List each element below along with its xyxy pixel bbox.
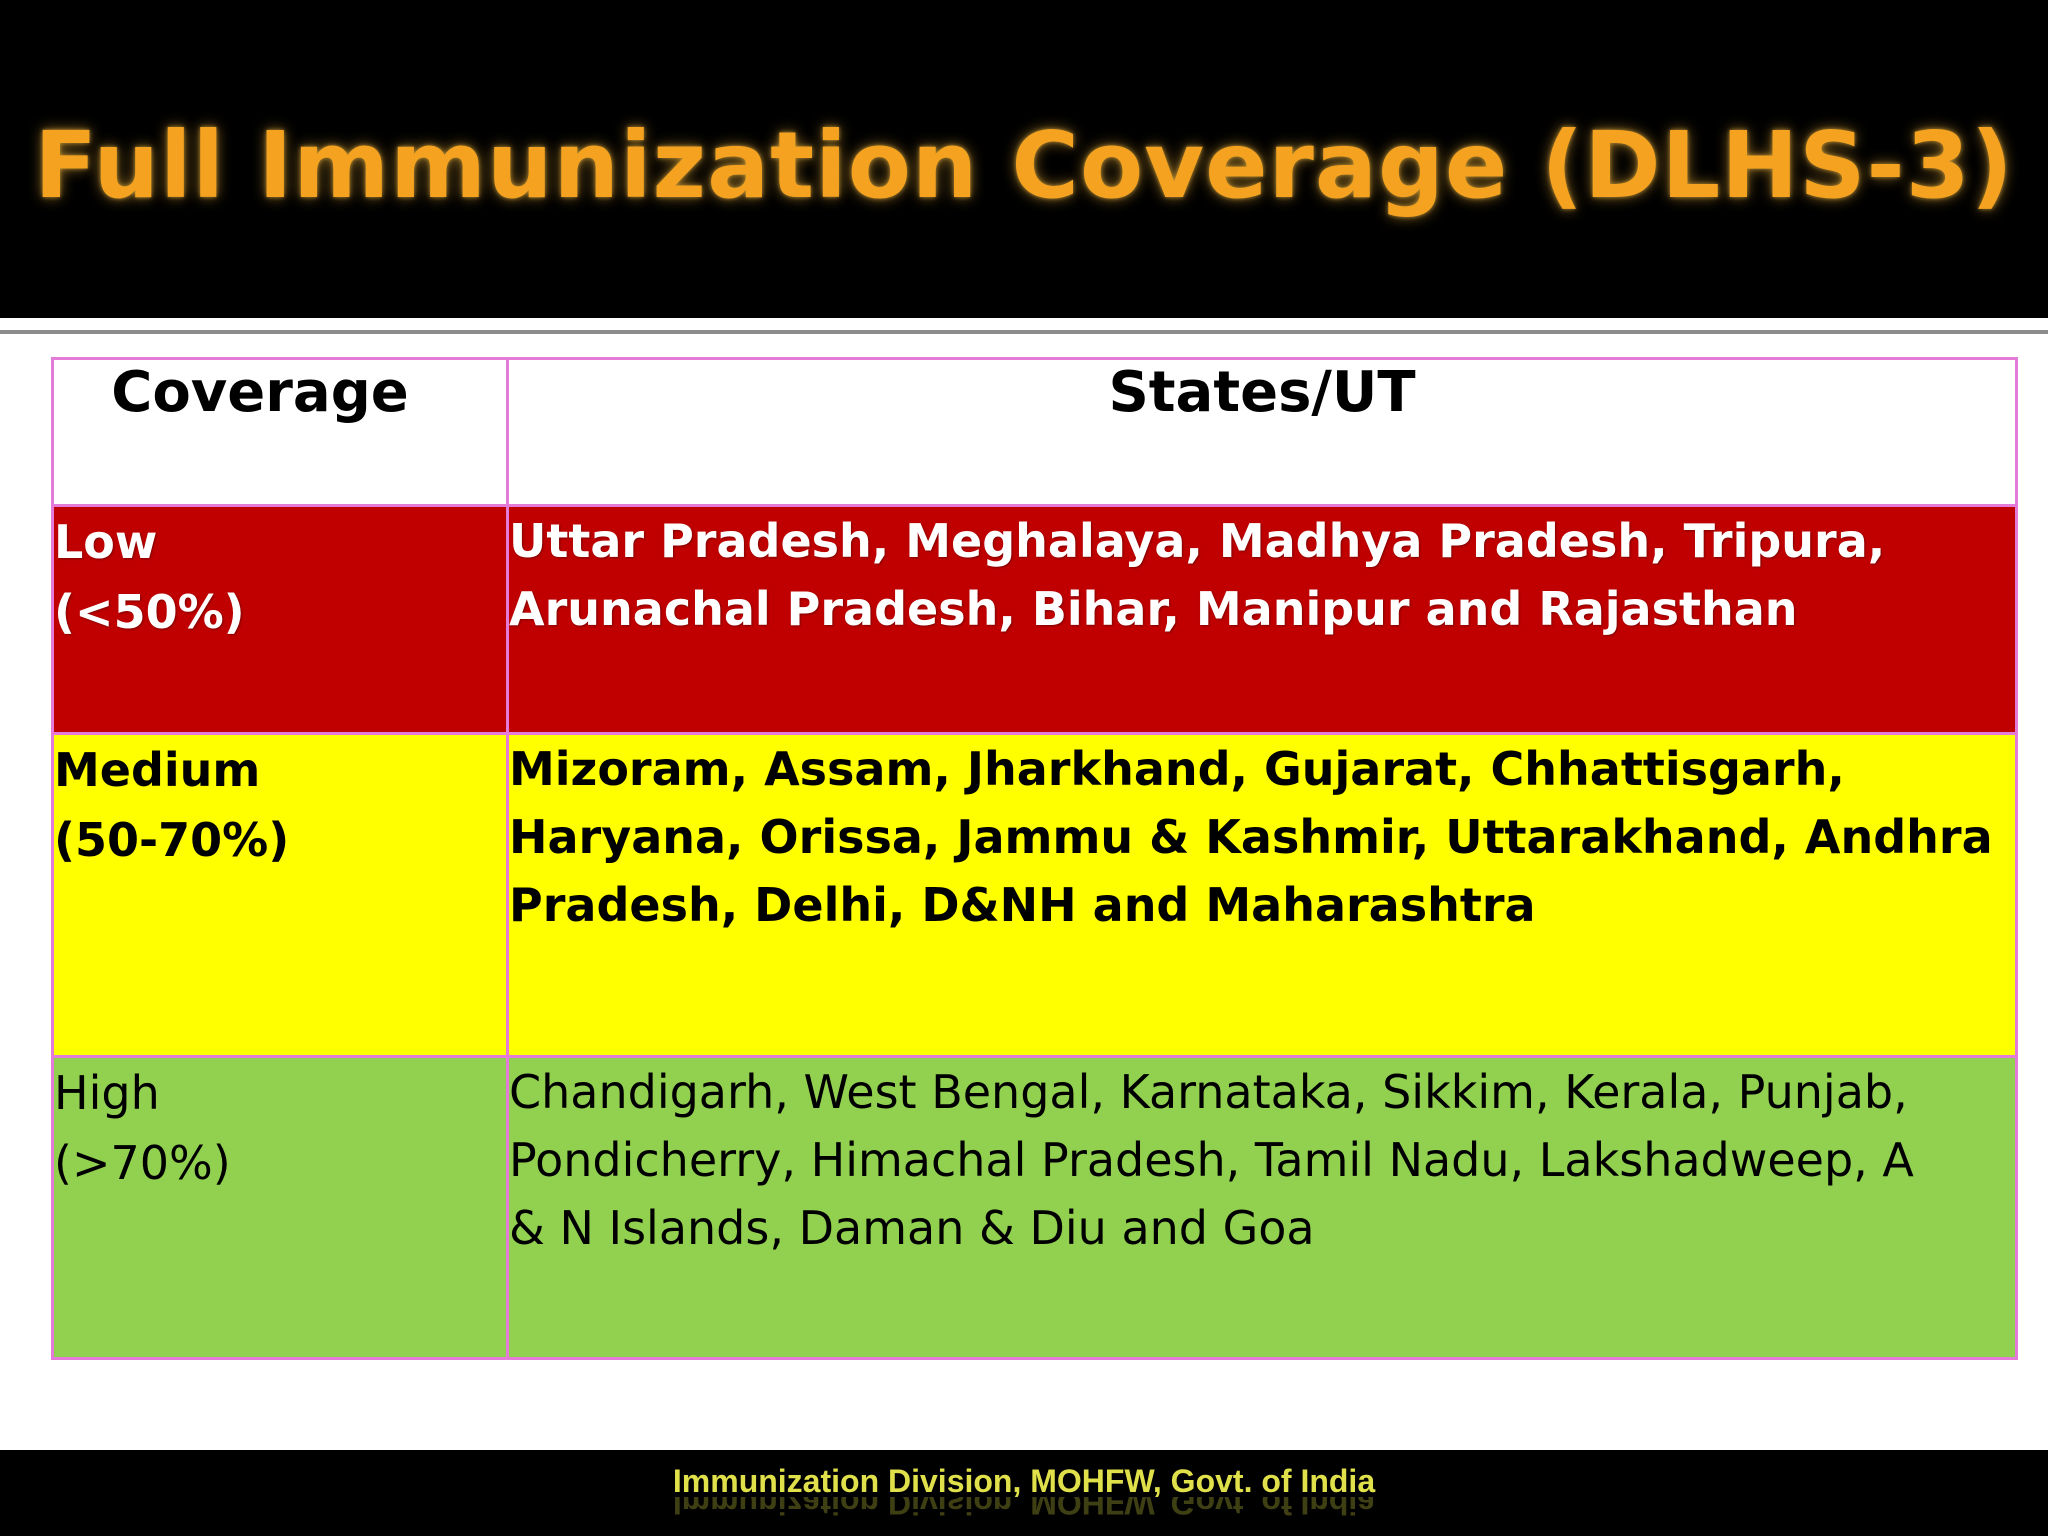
coverage-table-container: Coverage States/UT Low (<50%) Uttar Prad…	[51, 357, 2018, 1360]
coverage-table: Coverage States/UT Low (<50%) Uttar Prad…	[51, 357, 2018, 1360]
states-line: Mizoram, Assam, Jharkhand, Gujarat, Chha…	[509, 742, 1845, 796]
level-label: Low	[54, 515, 158, 569]
slide-title: Full Immunization Coverage (DLHS-3)	[34, 112, 2014, 219]
level-label: Medium	[54, 743, 261, 797]
header-coverage: Coverage	[51, 357, 509, 507]
states-low: Uttar Pradesh, Meghalaya, Madhya Pradesh…	[506, 504, 2018, 735]
states-line: & N Islands, Daman & Diu and Goa	[509, 1201, 1315, 1255]
level-range: (50-70%)	[54, 813, 290, 867]
states-line: Chandigarh, West Bengal, Karnataka, Sikk…	[509, 1065, 1908, 1119]
coverage-level-medium: Medium (50-70%)	[51, 732, 509, 1058]
states-medium: Mizoram, Assam, Jharkhand, Gujarat, Chha…	[506, 732, 2018, 1058]
divider-thin	[0, 330, 2048, 334]
level-range: (>70%)	[54, 1136, 231, 1190]
table-row-high: High (>70%) Chandigarh, West Bengal, Kar…	[51, 1055, 2018, 1360]
footer-text: Immunization Division, MOHFW, Govt. of I…	[672, 1463, 1376, 1499]
header-states: States/UT	[506, 357, 2018, 507]
states-line: Pradesh, Delhi, D&NH and Maharashtra	[509, 878, 1536, 932]
coverage-level-high: High (>70%)	[51, 1055, 509, 1360]
divider-thick	[0, 318, 2048, 326]
states-line: Uttar Pradesh, Meghalaya, Madhya Pradesh…	[509, 514, 1886, 568]
level-range: (<50%)	[54, 585, 245, 639]
footer-reflection: Immunization Division, MOHFW, Govt. of I…	[672, 1497, 1376, 1521]
table-row-medium: Medium (50-70%) Mizoram, Assam, Jharkhan…	[51, 732, 2018, 1058]
table-row-low: Low (<50%) Uttar Pradesh, Meghalaya, Mad…	[51, 504, 2018, 735]
footer-bar	[0, 1450, 2048, 1536]
states-line: Pondicherry, Himachal Pradesh, Tamil Nad…	[509, 1133, 1914, 1187]
states-line: Arunachal Pradesh, Bihar, Manipur and Ra…	[509, 582, 1798, 636]
table-header-row: Coverage States/UT	[51, 357, 2018, 507]
coverage-level-low: Low (<50%)	[51, 504, 509, 735]
level-label: High	[54, 1066, 160, 1120]
states-high: Chandigarh, West Bengal, Karnataka, Sikk…	[506, 1055, 2018, 1360]
title-bar	[0, 0, 2048, 318]
states-line: Haryana, Orissa, Jammu & Kashmir, Uttara…	[509, 810, 1993, 864]
